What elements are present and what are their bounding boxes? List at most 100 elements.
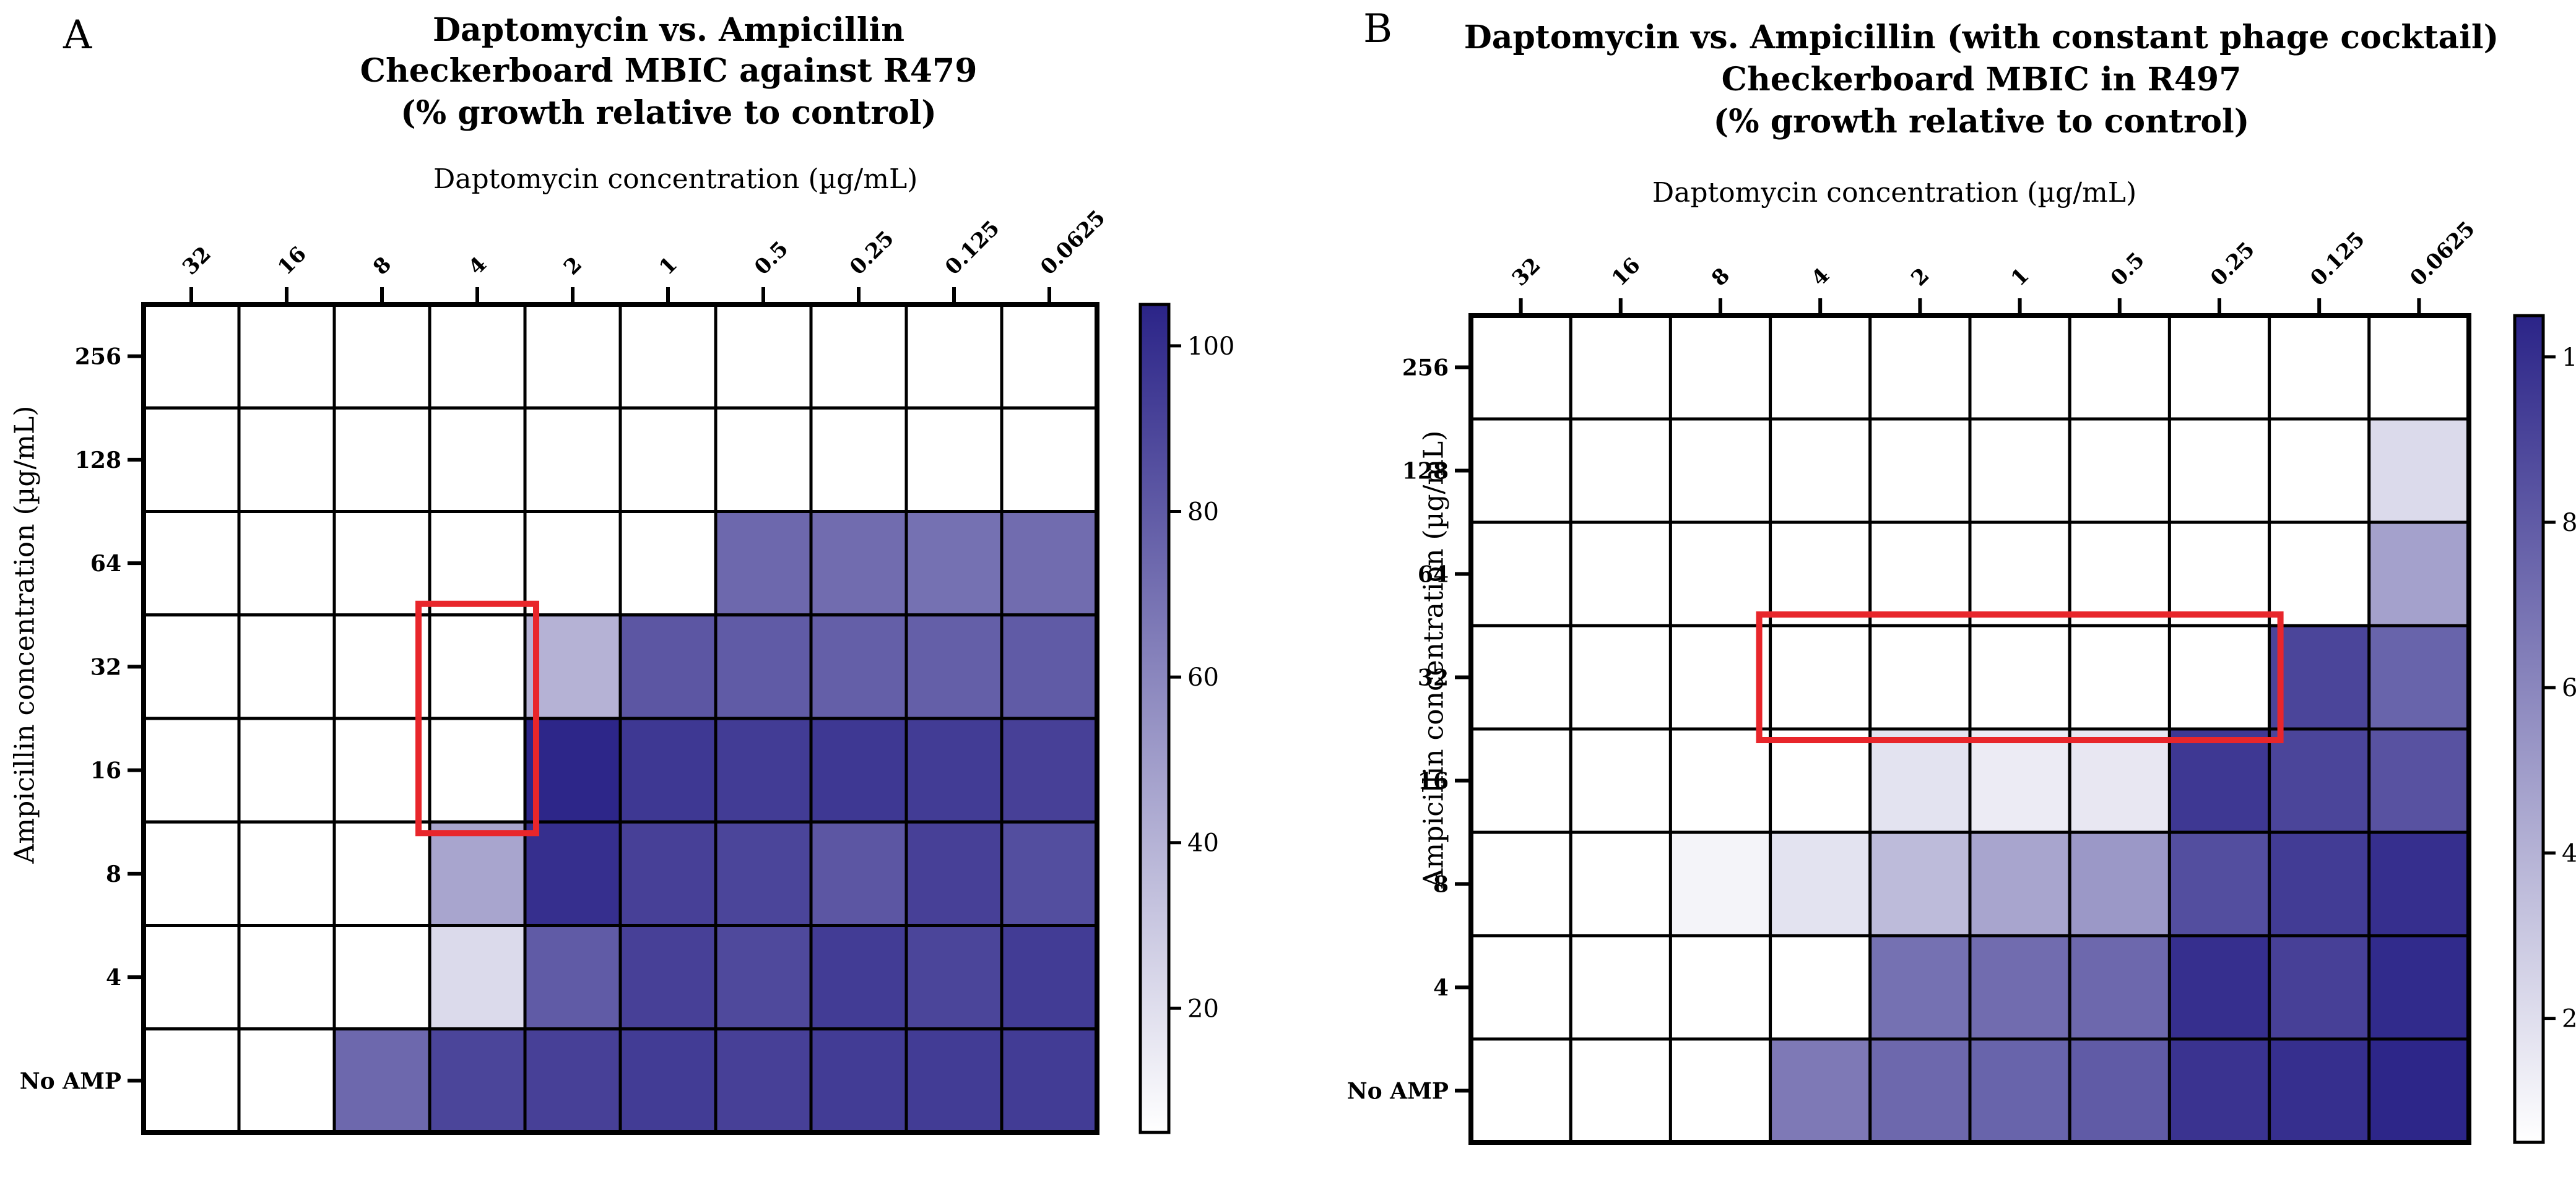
heatmap-cell: [237, 510, 336, 617]
heatmap-cell: [142, 303, 241, 410]
heatmap-cell: [1569, 830, 1672, 938]
heatmap-cell: [2068, 830, 2171, 938]
colorbar-tick-label: 60: [2562, 674, 2576, 702]
heatmap-cell: [2268, 520, 2371, 627]
heatmap-cell: [1769, 417, 1872, 524]
heatmap-cell: [2367, 624, 2471, 731]
heatmap-cell: [428, 303, 527, 410]
heatmap-cell: [1968, 934, 2071, 1041]
x-tick-label: 16: [1607, 253, 1646, 291]
heatmap-cell: [1769, 314, 1872, 421]
heatmap-cell: [809, 1027, 908, 1134]
heatmap-cell: [142, 717, 241, 824]
x-tick-label: 8: [1707, 263, 1735, 291]
heatmap-cell: [618, 820, 718, 927]
heatmap-cell: [618, 717, 718, 824]
y-tick-label: 8: [1433, 872, 1449, 898]
y-tick-label: 128: [1402, 459, 1449, 485]
heatmap-cell: [714, 717, 813, 824]
heatmap-cell: [1968, 314, 2071, 421]
heatmap-cell: [714, 1027, 813, 1134]
heatmap-cell: [904, 820, 1004, 927]
heatmap-cell: [1000, 406, 1099, 513]
heatmap-cell: [523, 613, 622, 720]
panel-b: B Daptomycin vs. Ampicillin (with consta…: [1288, 0, 2576, 1177]
heatmap-cell: [1868, 1037, 1972, 1144]
heatmap-cell: [2268, 417, 2371, 524]
heatmap-cell: [1968, 830, 2071, 938]
heatmap-cell: [618, 613, 718, 720]
heatmap-chart: 32 16 8 4 2 1 0.5 0.25 0.125 0.0625 256 128 64 32 16 8 4…: [20, 205, 1234, 1135]
y-tick-label: 64: [90, 551, 121, 577]
chart-title-line-1: Daptomycin vs. Ampicillin (with constant…: [1464, 19, 2499, 56]
heatmap-cell: [2167, 830, 2271, 938]
heatmap-cell: [2068, 314, 2171, 421]
colorbar-tick-label: 40: [1187, 829, 1219, 858]
colorbar-tick-label: 40: [2562, 839, 2576, 868]
heatmap-cell: [1569, 1037, 1672, 1144]
x-tick-label: 2: [1906, 263, 1934, 291]
panel-letter: A: [63, 12, 92, 58]
x-tick-label: 32: [1507, 253, 1546, 291]
heatmap-cell: [1569, 314, 1672, 421]
heatmap-cell: [523, 406, 622, 513]
x-axis-label: Daptomycin concentration (µg/mL): [433, 163, 918, 195]
heatmap-cell: [1968, 417, 2071, 524]
heatmap-cell: [714, 303, 813, 410]
heatmap-cell: [1668, 624, 1772, 731]
panel-letter: B: [1363, 6, 1393, 52]
heatmap-cell: [2268, 624, 2371, 731]
heatmap-cell: [523, 717, 622, 824]
heatmap-cell: [523, 1027, 622, 1134]
heatmap-cell: [2167, 1037, 2271, 1144]
heatmap-cell: [142, 613, 241, 720]
heatmap-cell: [809, 613, 908, 720]
y-tick-label: 8: [106, 861, 121, 887]
heatmap-cell: [2367, 520, 2471, 627]
highlight-box: [1756, 611, 2284, 743]
heatmap-cell: [332, 613, 432, 720]
heatmap-cell: [2367, 830, 2471, 938]
heatmap-cell: [332, 510, 432, 617]
y-tick-label: 32: [1418, 665, 1449, 691]
x-tick-label: 0.0625: [1036, 205, 1110, 280]
heatmap-cell: [332, 924, 432, 1031]
heatmap-cell: [2367, 417, 2471, 524]
heatmap-cell: [1000, 510, 1099, 617]
heatmap-cell: [1469, 624, 1572, 731]
heatmap-cell: [1569, 417, 1672, 524]
heatmap-cell: [523, 820, 622, 927]
heatmap-cell: [1668, 727, 1772, 834]
chart-title-line-2: Checkerboard MBIC against R479: [360, 52, 978, 90]
heatmap-cell: [809, 924, 908, 1031]
heatmap-cell: [2268, 314, 2371, 421]
chart-title-line-2: Checkerboard MBIC in R497: [1721, 61, 2242, 98]
heatmap-cell: [428, 613, 527, 720]
colorbar-tick-label: 100: [1187, 332, 1234, 361]
heatmap-cell: [2268, 934, 2371, 1041]
y-tick-label: No AMP: [20, 1068, 121, 1094]
heatmap-cell: [714, 924, 813, 1031]
heatmap-cell: [714, 510, 813, 617]
heatmap-cell: [2068, 727, 2171, 834]
heatmap-cell: [618, 406, 718, 513]
heatmap-cell: [714, 613, 813, 720]
heatmap-cell: [1769, 727, 1872, 834]
colorbar-tick-label: 20: [1187, 994, 1219, 1023]
heatmap-cell: [332, 406, 432, 513]
x-tick-label: 0.5: [750, 236, 793, 280]
x-tick-label: 8: [368, 252, 396, 280]
heatmap-cell: [2367, 727, 2471, 834]
heatmap-cell: [237, 303, 336, 410]
chart-title-line-3: (% growth relative to control): [1713, 103, 2250, 140]
heatmap-cell: [1668, 830, 1772, 938]
heatmap-border: [141, 302, 1099, 1135]
heatmap-cell: [1000, 820, 1099, 927]
heatmap-cell: [332, 820, 432, 927]
y-tick-label: 32: [90, 654, 121, 680]
heatmap-cell: [1668, 314, 1772, 421]
heatmap-cell: [1000, 924, 1099, 1031]
heatmap-cell: [904, 406, 1004, 513]
y-tick-label: 4: [106, 965, 121, 991]
heatmap-cell: [237, 820, 336, 927]
